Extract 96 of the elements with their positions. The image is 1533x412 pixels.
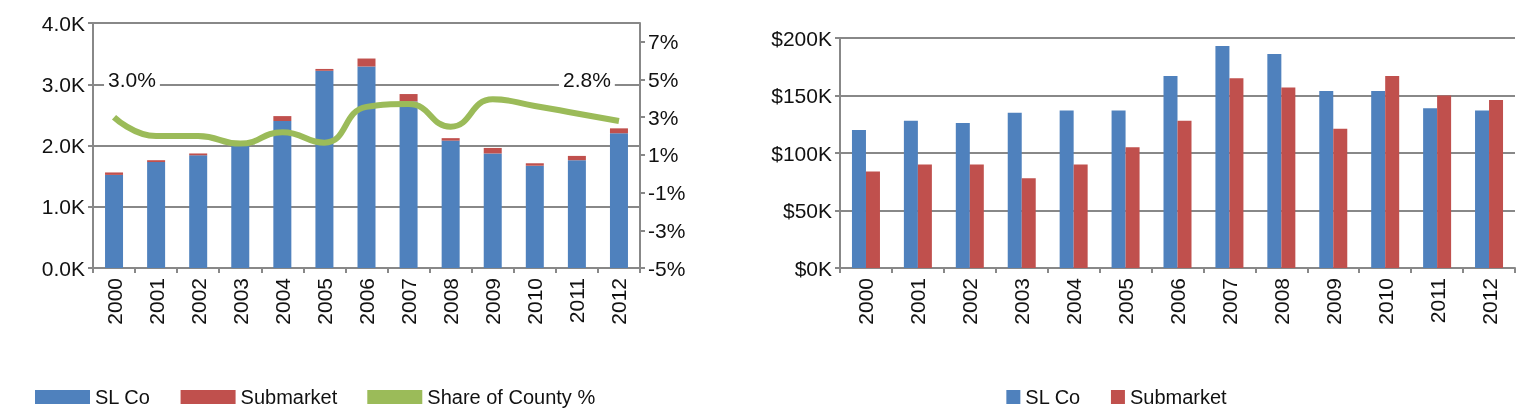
y-tick-label: 3.0K	[41, 72, 85, 96]
legend-label: Share of County %	[427, 386, 596, 408]
y2-tick-label: 7%	[648, 30, 679, 54]
x-tick-label: 2005	[312, 278, 336, 325]
x-tick-label: 2000	[854, 278, 878, 325]
x-tick-label: 2011	[565, 278, 589, 324]
x-tick-label: 2007	[1217, 278, 1241, 325]
x-tick-label: 2009	[481, 278, 505, 325]
bar	[273, 116, 292, 121]
x-tick-label: 2010	[523, 278, 547, 325]
x-tick-label: 2004	[270, 277, 294, 325]
bar	[483, 147, 502, 154]
bar	[147, 162, 166, 268]
data-label: 2.8%	[562, 68, 611, 91]
bar	[441, 138, 460, 141]
legend-label: Submarket	[1129, 386, 1228, 408]
x-tick-label: 2009	[1321, 278, 1345, 325]
y-tick-label: $150K	[771, 84, 832, 107]
legend-label: SL Co	[1025, 386, 1081, 408]
bar	[1021, 178, 1036, 268]
bar	[1423, 108, 1438, 268]
y2-tick-label: 1%	[648, 143, 679, 167]
bar	[1475, 110, 1490, 268]
bar	[1229, 78, 1244, 268]
bar	[105, 174, 124, 268]
x-tick-label: 2003	[1010, 278, 1034, 325]
bar	[1267, 54, 1282, 268]
x-tick-label: 2002	[958, 278, 982, 325]
bar	[917, 164, 932, 268]
bar	[609, 128, 628, 134]
x-tick-label: 2008	[439, 278, 463, 325]
y2-tick-label: 5%	[648, 68, 679, 92]
x-tick-label: 2011	[1425, 278, 1449, 324]
bar	[865, 171, 880, 268]
x-tick-label: 2002	[186, 278, 210, 325]
y2-tick-label: -1%	[648, 181, 686, 205]
y-tick-label: $0K	[794, 256, 832, 280]
bar	[567, 155, 586, 161]
bar	[969, 164, 984, 268]
bar	[1319, 90, 1334, 268]
bar	[609, 133, 628, 268]
x-tick-label: 2005	[1114, 278, 1138, 325]
data-label: 3.0%	[108, 68, 156, 92]
x-tick-label: 2008	[1269, 278, 1293, 325]
y2-tick-label: -5%	[648, 256, 686, 280]
x-tick-label: 2001	[906, 278, 930, 325]
bar	[903, 120, 918, 268]
bar	[1437, 95, 1452, 268]
bar	[1333, 128, 1348, 268]
x-tick-label: 2001	[144, 278, 168, 325]
y2-tick-label: -3%	[648, 218, 686, 242]
x-tick-label: 2006	[1166, 278, 1189, 325]
bar	[1111, 110, 1126, 268]
x-tick-label: 2012	[1477, 278, 1501, 325]
bar	[315, 70, 334, 268]
y-tick-label: $50K	[782, 199, 832, 222]
y-tick-label: 1.0K	[41, 195, 85, 219]
legend-label: Submarket	[240, 386, 338, 408]
y-tick-label: 0.0K	[41, 256, 85, 280]
bar	[1073, 164, 1088, 268]
bar	[851, 130, 866, 268]
bar	[525, 163, 544, 166]
legend-label: SL Co	[95, 386, 150, 408]
bar	[441, 140, 460, 268]
bar	[1385, 75, 1400, 268]
bar	[955, 123, 970, 268]
bar	[525, 165, 544, 268]
bar	[1007, 112, 1022, 268]
bar	[273, 121, 292, 268]
x-tick-label: 2012	[607, 278, 631, 325]
bar	[357, 66, 376, 268]
y2-tick-label: 3%	[648, 105, 679, 129]
bar	[567, 160, 586, 268]
bar	[1281, 87, 1296, 268]
bar	[1163, 75, 1178, 268]
bar	[1059, 110, 1074, 268]
y-tick-label: 2.0K	[41, 134, 85, 157]
bar	[1125, 147, 1140, 268]
y-tick-label: $100K	[771, 141, 832, 165]
bar	[483, 153, 502, 268]
bar	[1177, 120, 1192, 268]
y-tick-label: 4.0K	[41, 11, 85, 35]
bar	[1215, 46, 1230, 268]
x-tick-label: 2007	[397, 278, 421, 325]
bar	[1371, 90, 1386, 268]
bar	[189, 155, 208, 268]
x-tick-label: 2004	[1062, 277, 1086, 325]
bar	[1489, 100, 1504, 268]
x-tick-label: 2006	[355, 278, 378, 325]
x-tick-label: 2003	[228, 278, 252, 325]
x-tick-label: 2010	[1373, 278, 1397, 325]
bar	[105, 172, 124, 175]
bar	[399, 94, 418, 102]
bar	[399, 101, 418, 268]
x-tick-label: 2000	[102, 278, 126, 325]
y-tick-label: $200K	[771, 26, 832, 50]
